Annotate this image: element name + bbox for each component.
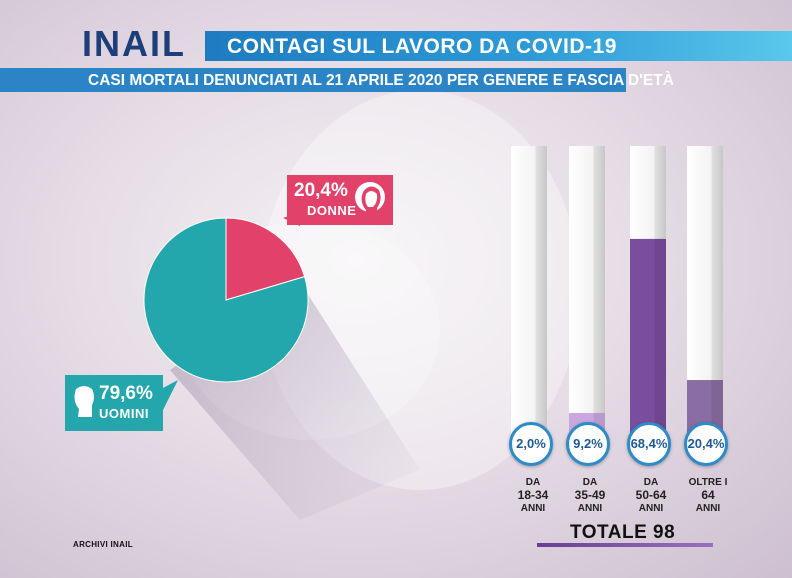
bar-value-label: 20,4%	[684, 422, 728, 466]
bar-track	[569, 146, 605, 440]
bar-track	[511, 146, 547, 440]
bar-shade	[654, 146, 666, 440]
title-bar: CONTAGI SUL LAVORO DA COVID-19	[205, 31, 792, 61]
bar-value-label: 68,4%	[627, 422, 671, 466]
donne-label: DONNE	[307, 203, 357, 218]
page-subtitle: CASI MORTALI DENUNCIATI AL 21 APRILE 202…	[88, 72, 674, 89]
pie-slice-uomini	[143, 217, 309, 383]
subtitle-bar: CASI MORTALI DENUNCIATI AL 21 APRILE 202…	[0, 68, 674, 92]
uomini-callout: 79,6% UOMINI	[65, 375, 163, 431]
age-category-label: DA 18-34 ANNI	[517, 477, 549, 514]
bar-shade	[711, 146, 723, 440]
bar-shade	[535, 146, 547, 440]
archivi-credit: ARCHIVI INAIL	[73, 540, 133, 549]
uomini-callout-pointer	[163, 380, 178, 410]
female-head-icon	[355, 182, 385, 218]
pie-slice-donne	[225, 217, 306, 301]
inail-logo: INAIL	[82, 23, 186, 64]
bar-value-label: 9,2%	[566, 422, 610, 466]
uomini-label: UOMINI	[99, 406, 149, 421]
donne-percent: 20,4%	[294, 180, 348, 201]
age-category-label: DA 35-49 ANNI	[574, 477, 606, 514]
totale-label: TOTALE 98	[570, 522, 676, 543]
donne-callout: 20,4% DONNE	[287, 175, 393, 225]
age-category-label: OLTRE I 64 ANNI	[688, 477, 728, 514]
bar-shade	[593, 146, 605, 440]
totale-underline	[537, 543, 713, 547]
header: INAIL CONTAGI SUL LAVORO DA COVID-19	[0, 23, 792, 64]
pie-chart	[143, 217, 309, 383]
age-category-label: DA 50-64 ANNI	[635, 477, 667, 514]
page-title: CONTAGI SUL LAVORO DA COVID-19	[227, 35, 617, 58]
uomini-percent: 79,6%	[99, 383, 153, 404]
male-head-icon	[74, 386, 94, 417]
bar-fill	[630, 238, 666, 440]
bar-chart	[511, 146, 723, 440]
bar-value-label: 2,0%	[509, 422, 553, 466]
